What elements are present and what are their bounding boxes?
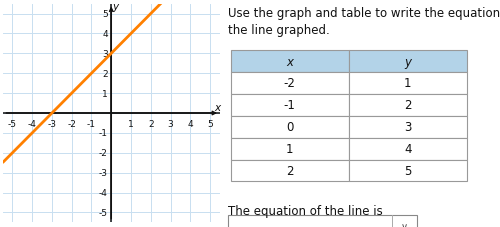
Text: 2: 2 <box>102 69 108 78</box>
Text: 5: 5 <box>404 164 411 177</box>
Text: 4: 4 <box>404 142 411 155</box>
Text: 1: 1 <box>404 77 411 90</box>
Bar <box>231 51 349 73</box>
Bar <box>228 215 417 227</box>
Bar <box>349 73 467 94</box>
Text: 3: 3 <box>168 120 173 129</box>
Text: 1: 1 <box>286 142 294 155</box>
Text: -1: -1 <box>284 99 296 112</box>
Text: y: y <box>112 2 118 12</box>
Text: 4: 4 <box>102 30 108 39</box>
Text: -3: -3 <box>48 120 56 129</box>
Text: 1: 1 <box>102 89 108 98</box>
Text: ∨: ∨ <box>400 221 408 227</box>
Text: 1: 1 <box>128 120 134 129</box>
Text: 3: 3 <box>404 121 411 134</box>
Bar <box>231 94 349 116</box>
Bar <box>349 51 467 73</box>
Text: -4: -4 <box>28 120 36 129</box>
Text: The equation of the line is: The equation of the line is <box>228 205 383 217</box>
Text: 2: 2 <box>148 120 154 129</box>
Bar <box>231 138 349 160</box>
Text: x: x <box>214 103 220 113</box>
Text: x: x <box>286 55 294 68</box>
Text: 2: 2 <box>286 164 294 177</box>
Bar <box>231 73 349 94</box>
Text: 4: 4 <box>188 120 193 129</box>
Bar <box>349 94 467 116</box>
Text: 3: 3 <box>102 49 108 59</box>
Text: 5: 5 <box>102 10 108 19</box>
Bar <box>349 138 467 160</box>
Text: -5: -5 <box>8 120 17 129</box>
Text: -1: -1 <box>87 120 96 129</box>
Text: .: . <box>424 220 428 227</box>
Bar <box>349 160 467 182</box>
Text: -4: -4 <box>99 188 108 197</box>
Text: -2: -2 <box>99 149 108 158</box>
Text: -1: -1 <box>98 129 108 138</box>
Text: y: y <box>404 55 411 68</box>
Bar <box>349 116 467 138</box>
Text: -3: -3 <box>98 168 108 178</box>
Text: -2: -2 <box>68 120 76 129</box>
Text: -2: -2 <box>284 77 296 90</box>
Text: 5: 5 <box>207 120 213 129</box>
Text: -5: -5 <box>98 208 108 217</box>
Text: 0: 0 <box>286 121 294 134</box>
Text: Use the graph and table to write the equation that describes
the line graphed.: Use the graph and table to write the equ… <box>228 7 500 37</box>
Bar <box>231 116 349 138</box>
Bar <box>231 160 349 182</box>
Text: 2: 2 <box>404 99 411 112</box>
